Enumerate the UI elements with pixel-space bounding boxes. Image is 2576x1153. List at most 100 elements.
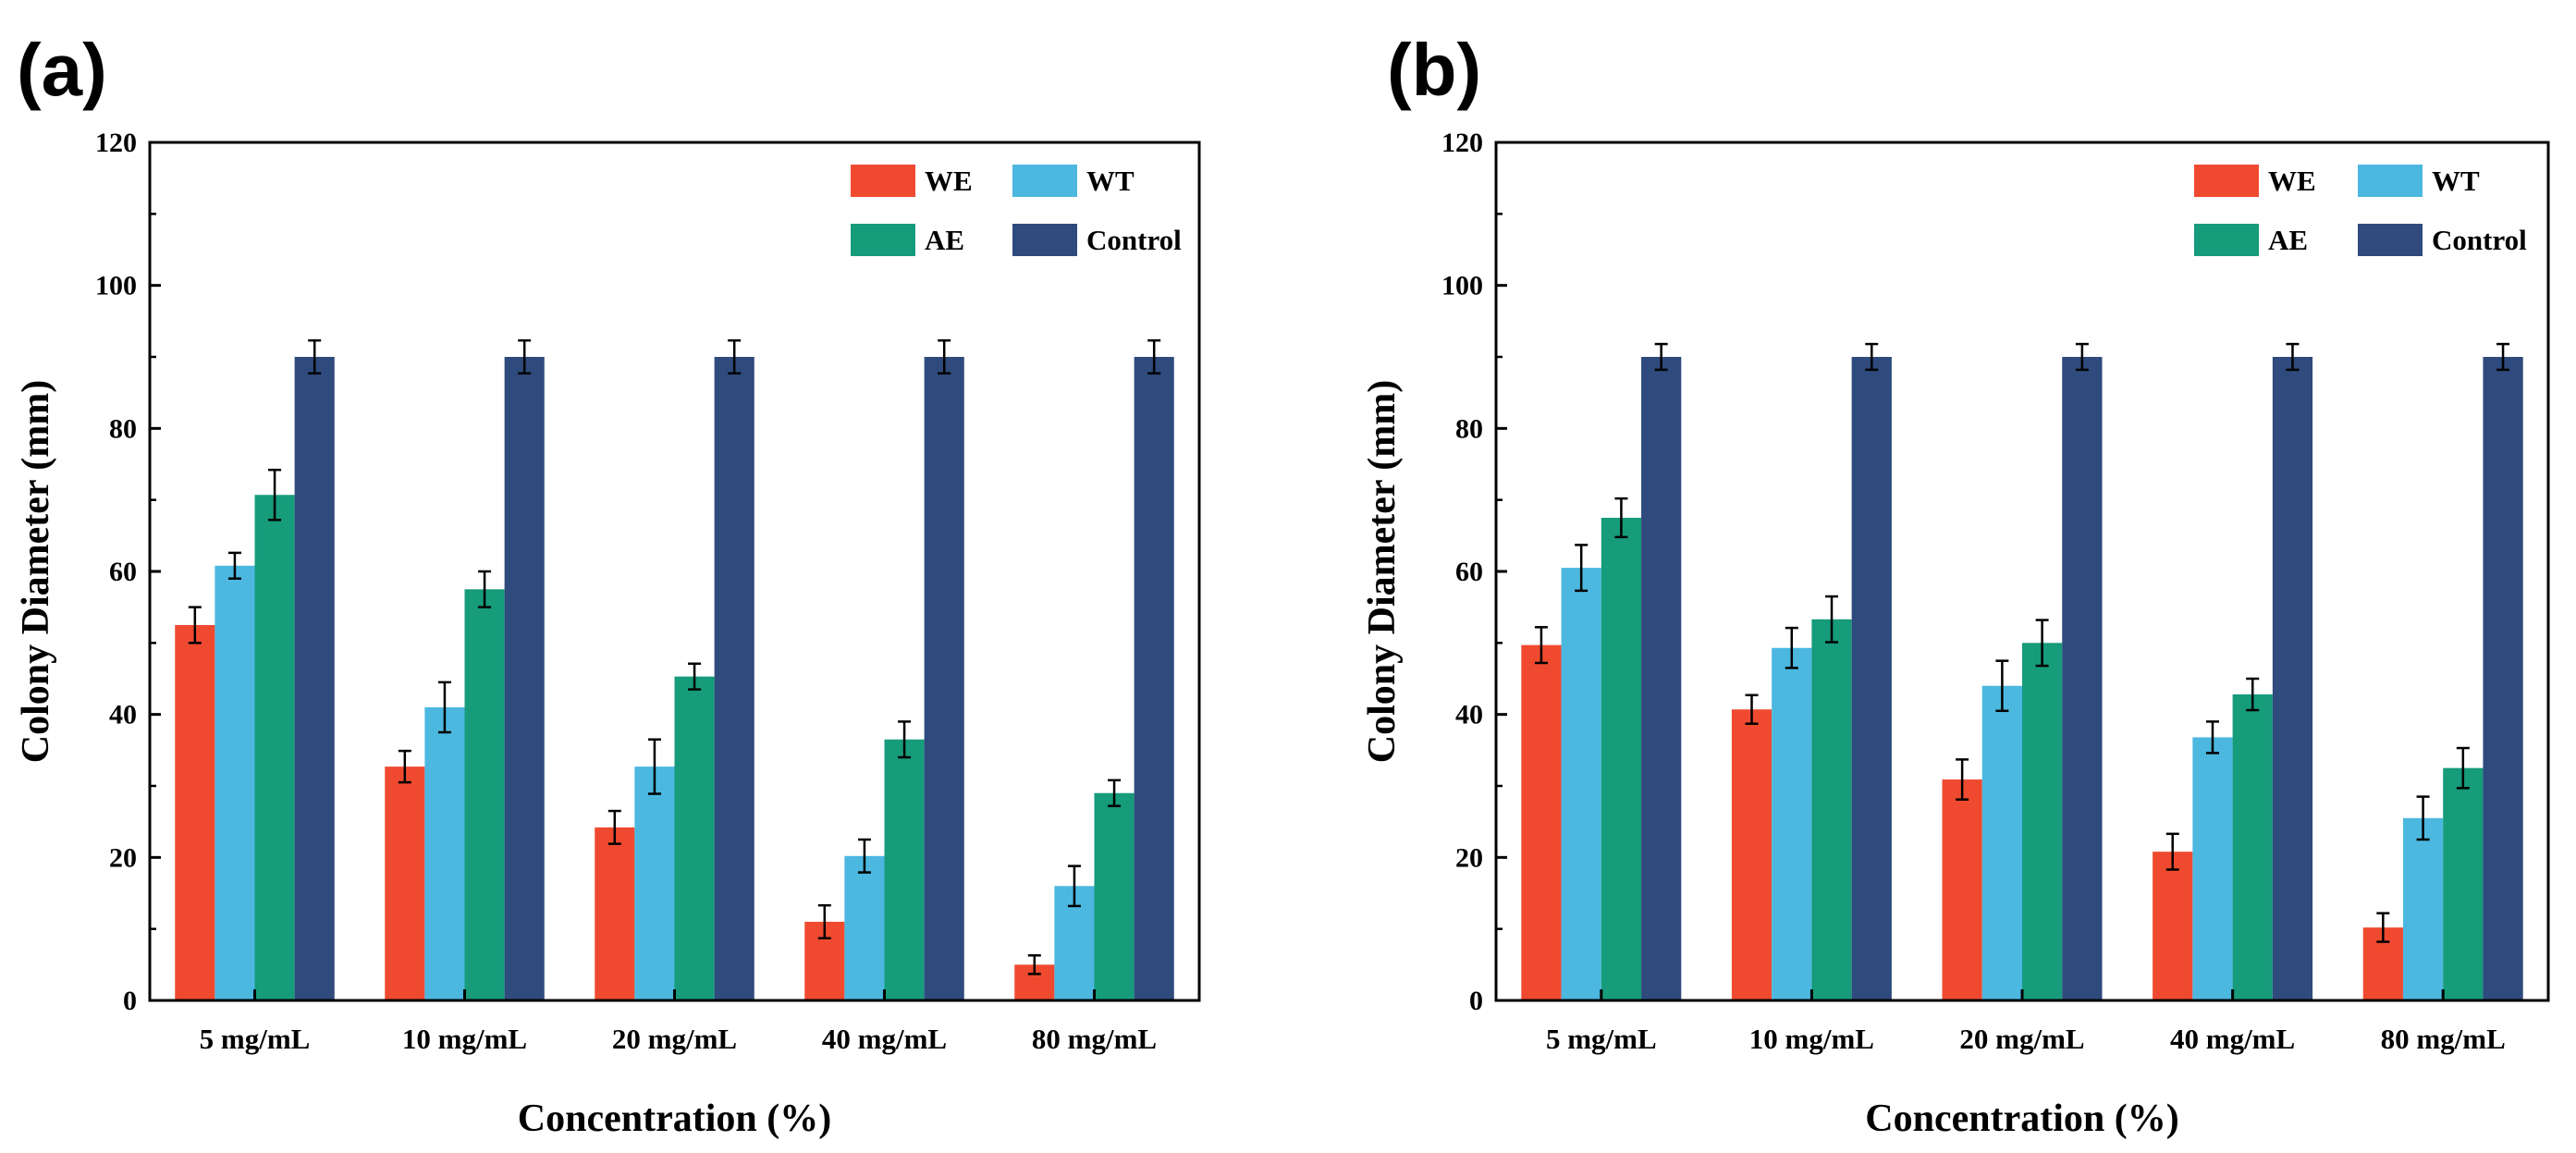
legend-label: AE (2268, 224, 2308, 256)
x-axis-title: Concentration (%) (518, 1098, 831, 1140)
error-bar-control-4 (2286, 342, 2300, 372)
bar-wt-4 (844, 855, 885, 1000)
legend-swatch (851, 224, 915, 256)
error-bar-wt-5 (2416, 795, 2430, 841)
y-tick-label: 80 (109, 413, 137, 444)
legend-item-ae: AE (851, 224, 964, 256)
legend-item-control: Control (2358, 224, 2527, 256)
error-bar-we-4 (2165, 832, 2179, 871)
bar-ae-5 (1094, 792, 1135, 1000)
error-bar-control-1 (1654, 342, 1668, 372)
error-bar-control-1 (308, 338, 322, 375)
bar-control-4 (2272, 357, 2313, 1000)
y-tick-label: 40 (109, 700, 137, 730)
y-tick-label: 80 (1455, 413, 1483, 444)
bar-wt-3 (1981, 685, 2022, 1000)
legend-item-we: WE (2194, 165, 2316, 197)
error-bar-ae-5 (1108, 779, 1122, 807)
bar-wt-1 (1561, 568, 1601, 1000)
error-bar-we-2 (1745, 693, 1759, 725)
bar-we-3 (1942, 779, 1982, 1000)
legend-label: Control (2432, 224, 2527, 256)
x-tick-label: 5 mg/mL (1546, 1023, 1657, 1055)
legend: WE WT AE Control (2194, 165, 2527, 256)
error-bar-wt-3 (647, 738, 661, 795)
bar-ae-5 (2443, 767, 2484, 1000)
bars (175, 338, 1174, 1000)
chart-panel-a: (a) 0 20 40 60 80 100 120 5 mg/mL 10 mg/mL 20 mg/m… (15, 29, 1201, 1140)
legend-swatch (1012, 165, 1077, 197)
error-bar-ae-1 (1614, 497, 1628, 539)
x-tick-label: 5 mg/mL (200, 1023, 311, 1055)
error-bar-control-5 (2496, 342, 2510, 372)
error-bar-ae-1 (268, 468, 282, 521)
bar-we-3 (595, 827, 635, 1000)
y-tick-label: 120 (1441, 128, 1483, 158)
legend-swatch (2358, 165, 2423, 197)
bar-control-2 (1851, 357, 1892, 1000)
error-bar-ae-2 (1825, 595, 1839, 644)
bar-control-5 (1134, 357, 1174, 1000)
error-bar-control-4 (938, 338, 951, 375)
x-tick-label: 80 mg/mL (2381, 1023, 2506, 1055)
y-axis: 0 20 40 60 80 100 120 (95, 128, 161, 1016)
error-bar-ae-2 (478, 570, 492, 608)
bar-ae-2 (464, 589, 505, 1000)
y-axis-title: Colony Diameter (mm) (15, 380, 57, 763)
error-bar-wt-5 (1067, 865, 1081, 908)
bar-wt-2 (424, 706, 465, 1000)
bar-ae-3 (674, 676, 715, 1000)
legend-item-we: WE (851, 165, 973, 197)
error-bar-wt-4 (857, 838, 871, 874)
x-tick-label: 40 mg/mL (2170, 1023, 2295, 1055)
error-bar-control-2 (1865, 342, 1879, 372)
error-bar-ae-4 (898, 720, 912, 759)
error-bar-control-3 (2075, 342, 2089, 372)
error-bar-we-1 (188, 606, 202, 644)
y-tick-label: 40 (1455, 700, 1483, 730)
bars (1521, 342, 2523, 1000)
x-axis-title: Concentration (%) (1865, 1098, 2178, 1140)
legend-label: WE (2268, 165, 2316, 197)
bar-we-2 (385, 767, 425, 1000)
error-bar-we-3 (607, 809, 621, 845)
bar-ae-2 (1811, 619, 1852, 1000)
error-bar-wt-1 (227, 551, 241, 580)
legend-swatch (2194, 165, 2259, 197)
error-bar-control-5 (1147, 338, 1161, 375)
y-tick-label: 100 (1441, 271, 1483, 301)
error-bar-wt-1 (1575, 544, 1589, 593)
bar-ae-4 (2232, 694, 2273, 1000)
bar-control-3 (714, 357, 754, 1000)
chart-panel-b: (b) 0 20 40 60 80 100 120 5 mg/mL 10 mg/mL 20 mg/m… (1361, 29, 2550, 1140)
error-bar-we-1 (1534, 626, 1548, 665)
legend-swatch (1012, 224, 1077, 256)
x-tick-label: 20 mg/mL (1959, 1023, 2084, 1055)
legend-item-control: Control (1012, 224, 1182, 256)
legend-label: AE (925, 224, 964, 256)
x-tick-label: 10 mg/mL (402, 1023, 527, 1055)
y-tick-label: 100 (95, 271, 137, 301)
error-bar-we-3 (1956, 758, 1969, 801)
bar-control-2 (504, 357, 545, 1000)
x-axis: 5 mg/mL 10 mg/mL 20 mg/mL 40 mg/mL 80 mg/mL (1546, 989, 2506, 1055)
error-bar-ae-3 (688, 662, 702, 691)
bar-wt-2 (1772, 647, 1812, 1000)
panel-label: (b) (1387, 29, 1481, 111)
y-tick-label: 120 (95, 128, 137, 158)
error-bar-wt-2 (437, 681, 451, 734)
y-tick-label: 0 (123, 986, 137, 1016)
error-bar-we-5 (2376, 912, 2390, 943)
error-bar-ae-4 (2246, 677, 2260, 712)
x-tick-label: 40 mg/mL (822, 1023, 947, 1055)
legend-label: WE (925, 165, 973, 197)
legend-item-ae: AE (2194, 224, 2308, 256)
x-axis: 5 mg/mL 10 mg/mL 20 mg/mL 40 mg/mL 80 mg/mL (200, 989, 1157, 1055)
bar-ae-1 (254, 495, 295, 1000)
legend-swatch (851, 165, 915, 197)
bar-wt-1 (215, 565, 255, 1000)
legend-swatch (2358, 224, 2423, 256)
x-tick-label: 10 mg/mL (1749, 1023, 1874, 1055)
bar-ae-3 (2022, 643, 2063, 1000)
